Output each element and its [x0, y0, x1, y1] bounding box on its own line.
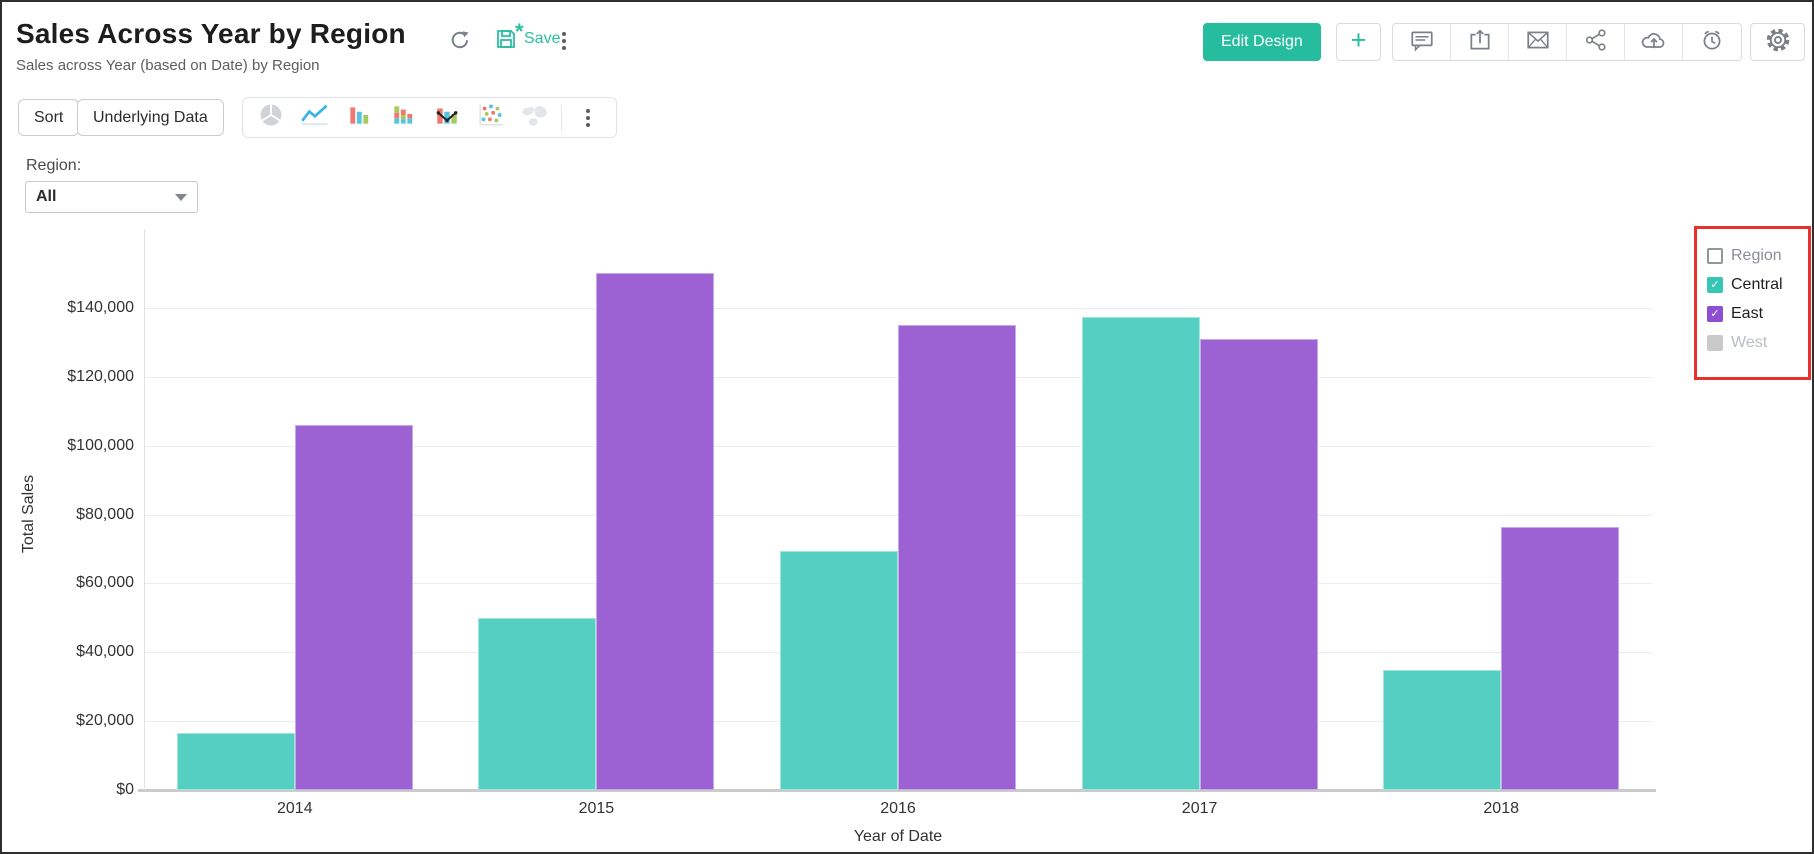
y-tick-label: $20,000	[76, 712, 134, 730]
bar-group-2017	[1049, 239, 1351, 790]
legend-item-central-checkbox[interactable]: ✓	[1707, 276, 1723, 293]
x-axis-line	[138, 789, 1656, 792]
y-tick-label: $80,000	[76, 505, 134, 523]
y-axis-line	[144, 229, 145, 790]
page-subtitle: Sales across Year (based on Date) by Reg…	[16, 57, 320, 74]
bar-east-2018[interactable]	[1501, 526, 1620, 790]
x-tick-label: 2017	[1181, 800, 1218, 817]
bar-group-2018	[1350, 239, 1652, 790]
comment-button[interactable]	[1393, 24, 1451, 60]
bar-east-2015[interactable]	[596, 273, 715, 790]
bar-central-2015[interactable]	[478, 617, 597, 790]
bar-east-2017[interactable]	[1199, 338, 1318, 790]
chart-type-bar-icon	[346, 102, 372, 133]
y-tick-label: $0	[116, 781, 134, 798]
alarm-icon	[1699, 27, 1725, 58]
export-icon	[1467, 27, 1493, 58]
chart-type-bar-line-icon	[434, 102, 460, 133]
underlying-data-button[interactable]: Underlying Data	[77, 99, 224, 136]
bar-central-2018[interactable]	[1383, 669, 1502, 790]
chart-type-scatter-button[interactable]	[469, 98, 513, 137]
chart-type-line-icon	[300, 102, 330, 133]
bar-group-2015	[446, 239, 748, 790]
chart-type-stacked-bar-icon	[390, 102, 416, 133]
region-filter-label: Region:	[26, 157, 82, 174]
settings-button[interactable]	[1750, 23, 1805, 61]
export-button[interactable]	[1451, 24, 1509, 60]
y-tick-label: $40,000	[76, 643, 134, 661]
chart-type-scatter-icon	[477, 102, 505, 133]
legend-item-east[interactable]: ✓ East	[1707, 299, 1808, 328]
more-options-icon[interactable]	[562, 30, 566, 52]
chart-type-stacked-bar-button[interactable]	[381, 98, 425, 137]
x-tick-label: 2016	[880, 800, 916, 817]
chart-type-pie-button[interactable]	[249, 98, 293, 137]
sort-button[interactable]: Sort	[18, 99, 80, 136]
region-filter-value: All	[36, 188, 57, 205]
x-axis-title: Year of Date	[853, 828, 943, 845]
y-tick-label: $60,000	[76, 574, 134, 592]
legend-item-east-label: East	[1731, 304, 1764, 322]
legend-item-west-label: West	[1731, 333, 1768, 351]
x-tick-label: 2015	[578, 800, 615, 817]
legend-item-west[interactable]: West	[1707, 328, 1808, 357]
chart-type-bar-line-button[interactable]	[425, 98, 469, 137]
y-tick-label: $140,000	[67, 298, 134, 316]
comment-icon	[1409, 27, 1435, 58]
chart-type-bar-button[interactable]	[337, 98, 381, 137]
chart-type-line-button[interactable]	[293, 98, 337, 137]
legend-item-east-checkbox[interactable]: ✓	[1707, 305, 1723, 322]
legend-title-region-label: Region	[1731, 246, 1782, 264]
legend-item-west-checkbox[interactable]	[1707, 334, 1723, 351]
legend-highlight-box: Region ✓ Central ✓ East West	[1694, 226, 1811, 380]
x-tick-label: 2014	[277, 800, 313, 817]
refresh-icon[interactable]	[448, 28, 472, 52]
chart-type-toolbar	[242, 97, 617, 138]
toolbar-divider	[561, 104, 562, 131]
bar-east-2014[interactable]	[294, 425, 413, 790]
cloud-upload-button[interactable]	[1625, 24, 1683, 60]
page-title: Sales Across Year by Region	[16, 18, 406, 49]
bar-central-2017[interactable]	[1081, 316, 1200, 790]
save-label: Save	[524, 30, 561, 47]
legend-item-central-label: Central	[1731, 275, 1783, 293]
email-button[interactable]	[1509, 24, 1567, 60]
region-filter-select[interactable]: All	[25, 181, 198, 213]
y-gridline	[144, 307, 1652, 309]
legend-title-region-checkbox[interactable]	[1707, 247, 1723, 264]
chart-type-pie-icon	[257, 101, 285, 134]
share-icon	[1583, 27, 1609, 58]
bar-east-2016[interactable]	[897, 325, 1016, 790]
bar-central-2014[interactable]	[176, 733, 295, 790]
email-icon	[1525, 27, 1551, 58]
legend-item-central[interactable]: ✓ Central	[1707, 270, 1808, 299]
y-tick-label: $120,000	[67, 367, 134, 385]
x-tick-label: 2018	[1483, 800, 1519, 817]
edit-design-button[interactable]: Edit Design	[1203, 23, 1321, 61]
y-tick-label: $100,000	[67, 436, 134, 454]
bar-group-2014	[144, 239, 446, 790]
chevron-down-icon	[175, 193, 187, 201]
chart-type-map-icon	[520, 102, 550, 133]
legend-title-region[interactable]: Region	[1707, 241, 1808, 270]
y-axis-title: Total Sales	[20, 474, 37, 553]
gear-icon	[1764, 26, 1792, 59]
save-button[interactable]: * Save	[494, 19, 561, 52]
save-icon	[497, 30, 515, 48]
bar-group-2016	[747, 239, 1049, 790]
header-action-group	[1392, 23, 1742, 61]
chart-type-map-button	[513, 98, 557, 137]
alarm-button[interactable]	[1683, 24, 1741, 60]
add-button[interactable]: +	[1336, 23, 1381, 61]
share-button[interactable]	[1567, 24, 1625, 60]
bar-central-2016[interactable]	[779, 550, 898, 790]
cloud-upload-icon	[1640, 26, 1668, 59]
chart-type-more-icon[interactable]	[566, 98, 610, 137]
